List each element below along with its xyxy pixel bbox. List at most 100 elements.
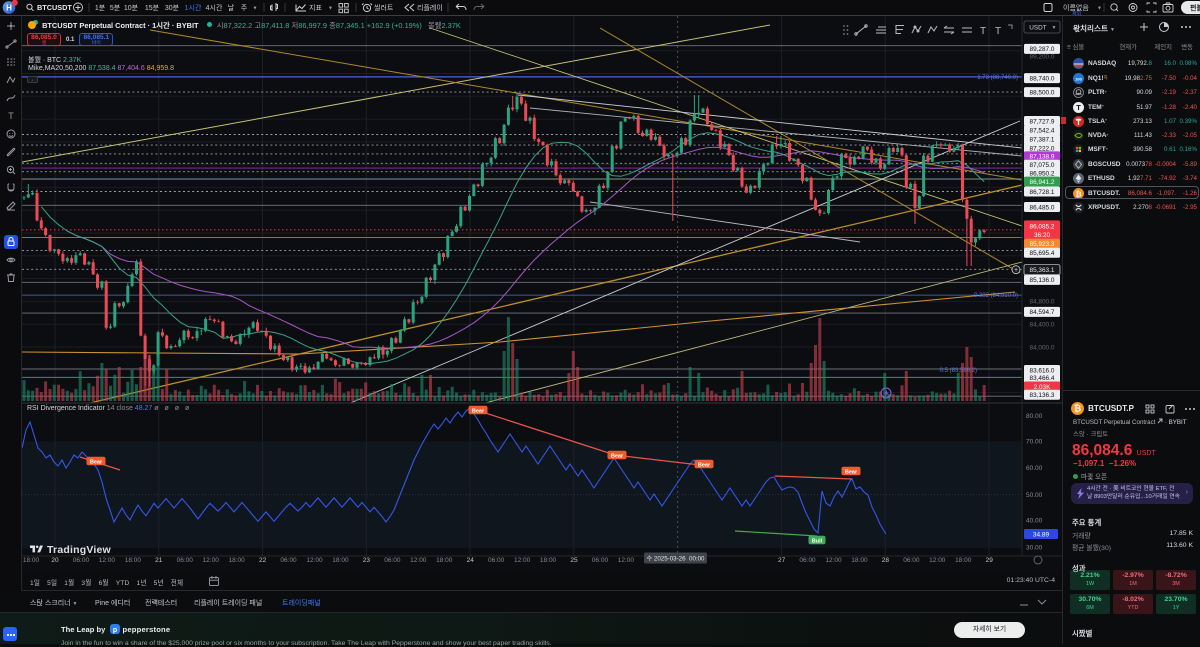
svg-text:Bear: Bear: [90, 459, 103, 465]
svg-text:85,136.0: 85,136.0: [1030, 277, 1055, 284]
svg-text:▼: ▼: [1097, 6, 1102, 12]
svg-text:83,466.4: 83,466.4: [1030, 375, 1055, 382]
svg-text:18:00: 18:00: [851, 557, 868, 564]
svg-text:12:00: 12:00: [618, 557, 635, 564]
svg-text:29: 29: [986, 557, 994, 564]
svg-text:T: T: [980, 26, 986, 37]
svg-text:이름없음: 이름없음: [1063, 3, 1089, 12]
svg-text:2.03K: 2.03K: [1034, 384, 1051, 391]
svg-text:Bear: Bear: [698, 462, 711, 468]
svg-text:85,923.3: 85,923.3: [1030, 241, 1055, 248]
svg-text:12:00: 12:00: [514, 557, 531, 564]
svg-text:85,695.4: 85,695.4: [1030, 250, 1055, 257]
svg-text:87,075.0: 87,075.0: [1030, 162, 1055, 169]
svg-text:18:00: 18:00: [229, 557, 246, 564]
svg-text:84,000.0: 84,000.0: [1030, 344, 1055, 351]
svg-text:12:00: 12:00: [203, 557, 220, 564]
svg-text:87,542.4: 87,542.4: [1030, 128, 1055, 135]
svg-text:1시간: 1시간: [185, 3, 202, 12]
svg-text:06:00: 06:00: [903, 557, 920, 564]
svg-text:86,085.2: 86,085.2: [1030, 224, 1055, 231]
svg-text:06:00: 06:00: [799, 557, 816, 564]
svg-text:50.00: 50.00: [1026, 492, 1043, 499]
svg-text:12:00: 12:00: [99, 557, 116, 564]
svg-text:4시간: 4시간: [206, 3, 223, 12]
svg-text:18:00: 18:00: [125, 557, 142, 564]
svg-text:83,136.3: 83,136.3: [1030, 392, 1055, 399]
svg-text:T: T: [1076, 103, 1081, 112]
svg-text:제외: 제외: [1072, 10, 1081, 16]
svg-text:87,222.0: 87,222.0: [1030, 145, 1055, 152]
svg-text:21: 21: [155, 557, 163, 564]
svg-text:80.00: 80.00: [1026, 413, 1043, 420]
svg-text:89,200.0: 89,200.0: [1030, 53, 1055, 60]
svg-text:₿: ₿: [1075, 189, 1081, 198]
svg-text:34.89: 34.89: [1033, 531, 1050, 538]
svg-text:40.00: 40.00: [1026, 518, 1043, 525]
svg-text:89,287.0: 89,287.0: [1030, 46, 1055, 53]
svg-text:22: 22: [259, 557, 267, 564]
svg-text:+: +: [1014, 267, 1018, 274]
svg-text:20: 20: [51, 557, 59, 564]
svg-text:Bull: Bull: [812, 538, 823, 544]
svg-text:리플레이: 리플레이: [417, 3, 443, 12]
svg-text:84,594.7: 84,594.7: [1030, 309, 1055, 316]
svg-text:지표: 지표: [309, 3, 322, 12]
svg-text:30분: 30분: [165, 4, 180, 12]
svg-text:87,138.9: 87,138.9: [1030, 154, 1055, 161]
svg-text:88,740.0: 88,740.0: [1030, 75, 1055, 82]
svg-text:06:00: 06:00: [488, 557, 505, 564]
svg-text:18:00: 18:00: [23, 557, 40, 564]
svg-text:0.382 (84,910.0): 0.382 (84,910.0): [974, 293, 1018, 299]
svg-text:27: 27: [778, 557, 786, 564]
svg-text:수 2025-03-26 00:00: 수 2025-03-26 00:00: [647, 556, 706, 563]
svg-text:5분: 5분: [110, 4, 121, 12]
svg-text:06:00: 06:00: [280, 557, 297, 564]
svg-text:06:00: 06:00: [177, 557, 194, 564]
svg-text:87,387.1: 87,387.1: [1030, 137, 1055, 144]
svg-text:23: 23: [363, 557, 371, 564]
svg-text:주: 주: [241, 4, 248, 12]
svg-text:06:00: 06:00: [73, 557, 90, 564]
svg-text:87,727.9: 87,727.9: [1030, 118, 1055, 125]
svg-text:70.00: 70.00: [1026, 439, 1043, 446]
svg-text:Bear: Bear: [472, 408, 485, 414]
svg-text:BTCUSDT: BTCUSDT: [37, 3, 72, 12]
svg-text:▼: ▼: [253, 6, 258, 12]
svg-text:06:00: 06:00: [384, 557, 401, 564]
svg-text:펀블: 펀블: [1190, 3, 1200, 12]
svg-text:36:20: 36:20: [1034, 232, 1050, 239]
svg-text:12:00: 12:00: [929, 557, 946, 564]
svg-text:18:00: 18:00: [540, 557, 557, 564]
svg-text:06:00: 06:00: [592, 557, 609, 564]
svg-text:T: T: [995, 26, 1001, 37]
svg-text:0.5 (83,596.2): 0.5 (83,596.2): [940, 368, 977, 374]
svg-text:1분: 1분: [95, 4, 106, 12]
svg-text:60.00: 60.00: [1026, 465, 1043, 472]
svg-text:28: 28: [882, 557, 890, 564]
svg-text:85,363.1: 85,363.1: [1030, 267, 1055, 274]
svg-text:24: 24: [467, 557, 475, 564]
svg-text:84,400.0: 84,400.0: [1030, 322, 1055, 329]
svg-text:100: 100: [1075, 76, 1082, 81]
svg-text:18:00: 18:00: [955, 557, 972, 564]
svg-text:Bear: Bear: [845, 469, 858, 475]
svg-text:▼: ▼: [1052, 25, 1057, 31]
svg-text:▼: ▼: [328, 6, 333, 12]
svg-text:USDT: USDT: [1029, 25, 1046, 32]
svg-text:Bear: Bear: [611, 453, 624, 459]
svg-text:1.73 (88,740.0): 1.73 (88,740.0): [977, 75, 1018, 81]
svg-text:25: 25: [570, 557, 578, 564]
svg-text:10분: 10분: [124, 4, 139, 12]
svg-text:날: 날: [228, 3, 235, 12]
svg-text:83,616.0: 83,616.0: [1030, 367, 1055, 374]
svg-text:18:00: 18:00: [332, 557, 349, 564]
svg-text:H: H: [6, 3, 12, 12]
svg-text:30.00: 30.00: [1026, 544, 1043, 551]
svg-text:86,728.1: 86,728.1: [1030, 189, 1055, 196]
svg-text:18:00: 18:00: [436, 557, 453, 564]
svg-text:p: p: [113, 627, 117, 634]
svg-text:84,800.0: 84,800.0: [1030, 299, 1055, 306]
svg-text:₿: ₿: [1074, 404, 1081, 414]
svg-text:86,941.2: 86,941.2: [1030, 179, 1055, 186]
